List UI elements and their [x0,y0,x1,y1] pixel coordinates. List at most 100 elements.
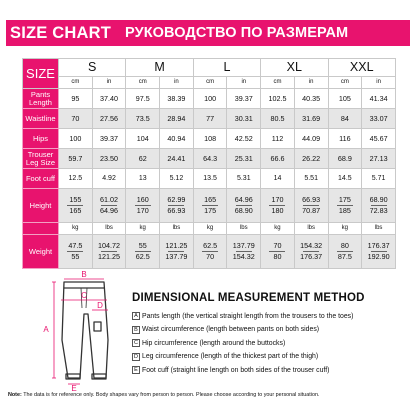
range-separator [202,251,219,252]
table-cell: 80.5 [260,108,295,129]
table-cell: 64.96 68.90 [226,188,262,223]
table-cell: 116 [327,128,363,149]
table-cell: 77 [192,108,228,129]
range-min: 175 [338,195,351,205]
table-cell: 73.5 [125,108,161,129]
table-cell: 70 [58,108,93,129]
unit-cm: cm [192,76,228,89]
range-max: 175 [204,206,217,215]
range-max: 180 [271,206,284,215]
table-cell: 55 62.5 [125,234,161,269]
table-cell: 41.34 [361,88,396,109]
table-cell: 28.94 [159,108,194,129]
letter-d: D [97,301,103,310]
table-cell: 47.5 55 [58,234,93,269]
range-max: 87.5 [337,252,352,261]
table-cell: 97.5 [125,88,161,109]
range-min: 64.96 [234,195,253,205]
table-cell: 14.5 [327,168,363,189]
range-separator [269,205,286,206]
table-cell: 100 [192,88,228,109]
size-heading: L [192,58,262,77]
table-row: Foot cuff 12.5 4.92 13 5.12 13.5 5.31 14 5.51 14.… [22,168,396,189]
measure-lines [52,278,108,385]
letter-e: E [71,384,76,392]
range-max: 72.83 [369,206,388,215]
range-min: 137.79 [232,241,255,251]
unit-lbs: lbs [361,222,396,235]
unit-lbs: lbs [159,222,194,235]
range-separator [370,205,387,206]
method-item: A Pants length (the vertical straight len… [132,312,414,320]
range-min: 104.72 [98,241,121,251]
table-cell: 40.94 [159,128,194,149]
table-cell: 4.92 [91,168,127,189]
banner-title-en: SIZE CHART [10,23,111,42]
method-text: Leg circumference (length of the thickes… [142,353,319,361]
table-cell: 61.02 64.96 [91,188,127,223]
range-min: 70 [273,241,282,251]
table-cell: 104.72 121.25 [91,234,127,269]
range-max: 176.37 [300,252,323,261]
method-list: A Pants length (the vertical straight len… [132,312,414,375]
table-cell: 37.40 [91,88,127,109]
table-cell: 66.93 70.87 [293,188,329,223]
unit-in: in [91,76,127,89]
size-heading: S [57,58,127,77]
range-min: 68.90 [369,195,388,205]
row-label: Trouser Leg Size [22,148,59,169]
table-cell: 24.41 [159,148,194,169]
table-cell: 62.99 66.93 [159,188,194,223]
range-max: 68.90 [234,206,253,215]
range-max: 192.90 [367,252,390,261]
pants-diagram: A B C D E [43,270,109,392]
table-cell: 165 175 [192,188,228,223]
table-cell: 40.35 [293,88,329,109]
table-row: Height 155 165 61.02 64.96 160 170 62.99 66.93 16… [22,188,396,223]
range-max: 170 [136,206,149,215]
method-item: C Hip circumference (length around the bu… [132,339,414,348]
unit-in: in [361,76,396,89]
table-cell: 5.71 [361,168,396,189]
table-cell: 137.79 154.32 [226,234,262,269]
range-min: 155 [69,195,82,205]
table-cell: 95 [58,88,93,109]
table-cell: 112 [260,128,295,149]
unit-lbs: lbs [226,222,262,235]
range-min: 66.93 [302,195,321,205]
method-item: D Leg circumference (length of the thicke… [132,352,414,361]
unit-cm: cm [327,76,363,89]
table-cell: 160 170 [125,188,161,223]
table-cell: 100 [58,128,93,149]
banner-title-ru: РУКОВОДСТВО ПО РАЗМЕРАМ [125,25,349,41]
range-separator [202,205,219,206]
note-label: Note: [8,392,22,398]
range-separator [303,251,320,252]
table-cell: 108 [192,128,228,149]
unit-row: cm in cm in cm in cm in cm in [23,76,396,89]
unit-cm: cm [260,76,295,89]
range-max: 80 [273,252,282,261]
table-cell: 45.67 [361,128,396,149]
row-label-spacer [22,222,59,235]
table-row: Weight 47.5 55 104.72 121.25 55 62.5 121.25 137.… [22,234,396,269]
size-header-row: SIZE S M L XL XXL [22,58,396,89]
row-label: Pants Length [22,88,59,109]
table-row: Trouser Leg Size 59.7 23.50 62 24.41 64.3 25.3… [22,148,396,169]
size-chart-banner: SIZE CHART РУКОВОДСТВО ПО РАЗМЕРАМ [6,20,410,46]
range-separator [67,205,84,206]
unit-lbs: lbs [91,222,127,235]
range-separator [168,251,185,252]
footnote: Note: The data is for reference only. Bo… [8,392,412,398]
range-min: 176.37 [367,241,390,251]
method-key-box: A [132,312,140,320]
range-separator [336,205,353,206]
range-separator [370,251,387,252]
table-cell: 70 80 [260,234,295,269]
unit-kg: kg [125,222,161,235]
note-text: The data is for reference only. Body sha… [23,392,320,398]
range-separator [235,205,252,206]
table-cell: 39.37 [91,128,127,149]
row-label: Waistline [22,108,59,129]
table-cell: 154.32 176.37 [293,234,329,269]
